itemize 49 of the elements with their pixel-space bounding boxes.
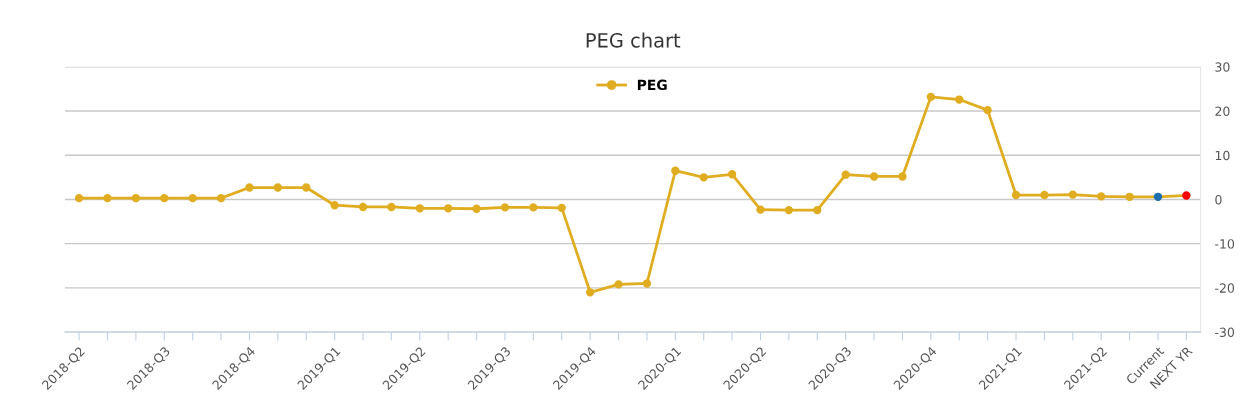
point [614,280,623,289]
point [699,173,708,182]
y-tick-label: 20 [1215,106,1230,116]
point [444,204,453,213]
point [245,183,254,192]
y-tick-label: -20 [1215,283,1235,293]
point [273,183,282,192]
point [103,193,112,203]
point [955,95,964,104]
point [131,193,141,203]
point [784,205,794,215]
y-tick-label: -10 [1215,239,1235,249]
point [472,204,481,213]
point [1125,192,1134,201]
point [216,193,226,203]
y-tick-label: 0 [1215,194,1222,205]
point [529,203,538,212]
point [869,172,879,181]
point [756,205,765,214]
y-tick-label: 10 [1215,150,1230,161]
point [302,183,311,192]
point [1068,190,1077,199]
point [926,92,936,102]
point [358,202,368,212]
point [188,193,197,203]
point [841,170,850,179]
chart-title: PEG chart [586,32,681,48]
y-tick-label: 30 [1215,62,1230,72]
point [983,105,992,115]
point [330,201,339,210]
y-tick-label: -30 [1215,327,1235,338]
point [387,202,396,212]
point [585,288,595,297]
point [1040,190,1049,200]
legend-label: PEG [637,79,667,91]
point [1097,192,1106,201]
point [500,203,510,212]
point [642,279,652,288]
point [1011,190,1021,200]
point [813,205,822,215]
point [727,170,737,179]
point [557,203,566,213]
point [898,172,907,181]
point [671,166,680,175]
point [1182,191,1191,200]
point [160,193,169,203]
point [74,193,84,203]
point [1153,192,1163,201]
point [415,204,424,213]
